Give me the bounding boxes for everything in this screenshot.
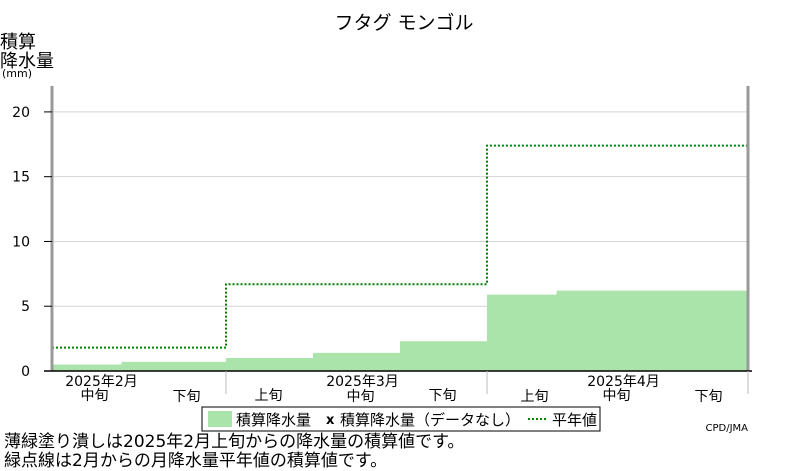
legend: 積算降水量 x 積算降水量（データなし） 平年値 <box>201 406 601 432</box>
y-axis-label-line-2: 降水量 <box>0 51 54 72</box>
x-tick-label-0: 中旬 <box>81 388 109 404</box>
normal-value-line <box>52 144 748 349</box>
legend-missing-mark: x <box>326 413 335 428</box>
y-axis-unit: (mm) <box>2 67 32 80</box>
legend-missing-label: 積算降水量（データなし） <box>340 411 520 429</box>
x-tick-label-1: 下旬 <box>173 389 201 405</box>
x-axis-ticks: 中旬 下旬 上旬 中旬 下旬 上旬 中旬 下旬 <box>81 371 749 405</box>
x-tick-label-2: 上旬 <box>255 388 283 404</box>
note-area-description: 薄緑塗り潰しは2025年2月上旬からの降水量の積算値です。 <box>4 432 465 452</box>
source-credit: CPD/JMA <box>706 423 749 434</box>
chart-title: フタグ モンゴル <box>334 12 473 34</box>
legend-area-label: 積算降水量 <box>236 411 311 429</box>
month-label-0: 2025年2月 <box>65 374 138 390</box>
note-normal-description: 緑点線は2月からの月降水量平年値の積算値です。 <box>4 451 388 471</box>
x-tick-label-5: 上旬 <box>521 389 549 405</box>
x-tick-label-6: 中旬 <box>603 388 631 404</box>
legend-normal-label: 平年値 <box>552 411 597 429</box>
y-tick-label-0: 0 <box>21 364 30 380</box>
y-axis-ticks: 0 5 10 15 20 <box>12 105 52 380</box>
month-label-1: 2025年3月 <box>326 374 399 390</box>
y-tick-label-5: 5 <box>21 299 30 315</box>
y-tick-label-10: 10 <box>12 234 30 250</box>
accumulated-precip-area <box>52 290 748 371</box>
month-label-2: 2025年4月 <box>587 374 660 390</box>
month-labels: 2025年2月 2025年3月 2025年4月 <box>65 374 660 390</box>
x-tick-label-4: 下旬 <box>429 388 457 404</box>
y-axis-label-line-1: 積算 <box>0 32 36 53</box>
x-tick-label-3: 中旬 <box>347 389 375 405</box>
x-tick-label-7: 下旬 <box>695 389 723 405</box>
y-tick-label-15: 15 <box>12 170 30 186</box>
y-tick-label-20: 20 <box>12 105 30 121</box>
legend-area-swatch <box>208 411 232 427</box>
